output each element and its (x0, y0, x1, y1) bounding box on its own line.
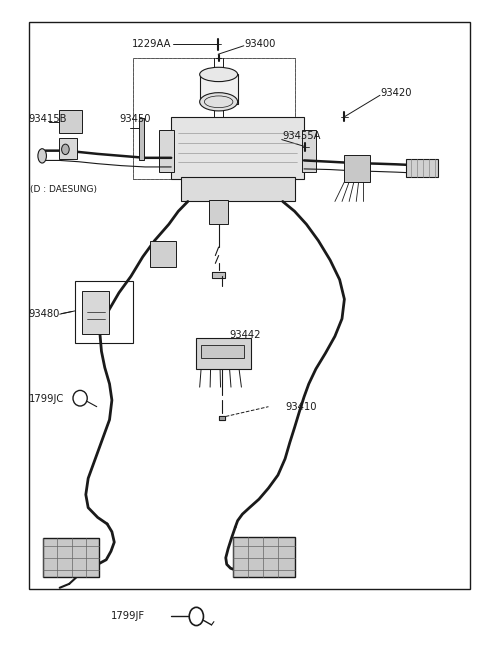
Bar (29, 22, 470, 589)
Bar (200, 74, 238, 104)
Text: 93480: 93480 (29, 309, 60, 319)
Text: 93410: 93410 (285, 401, 317, 412)
Polygon shape (213, 273, 225, 278)
Bar (209, 200, 228, 224)
Bar (159, 130, 174, 172)
Text: 93442: 93442 (229, 330, 261, 340)
Ellipse shape (200, 93, 238, 111)
Polygon shape (219, 416, 225, 420)
Bar (171, 117, 304, 179)
Bar (133, 58, 295, 179)
Bar (59, 138, 77, 159)
Ellipse shape (200, 67, 238, 81)
Text: (D : DAESUNG): (D : DAESUNG) (30, 185, 97, 194)
Ellipse shape (73, 390, 87, 406)
Bar (133, 58, 295, 179)
Text: 1799JC: 1799JC (29, 394, 64, 404)
Text: 1799JF: 1799JF (111, 612, 145, 622)
Text: 93420: 93420 (380, 87, 411, 98)
Bar (233, 537, 295, 578)
Bar (344, 154, 371, 182)
Text: 93400: 93400 (245, 39, 276, 49)
Text: 1229AA: 1229AA (132, 39, 171, 49)
Text: 93415B: 93415B (29, 114, 67, 124)
Bar (59, 110, 82, 133)
Bar (301, 130, 316, 172)
Bar (150, 240, 176, 267)
Bar (83, 291, 108, 334)
Text: 93450: 93450 (119, 114, 151, 124)
Circle shape (61, 144, 69, 154)
Bar (139, 118, 144, 160)
Bar (406, 159, 438, 177)
Ellipse shape (189, 607, 204, 625)
Bar (180, 177, 295, 202)
Text: 93455A: 93455A (283, 131, 321, 141)
Ellipse shape (38, 148, 47, 163)
Bar (201, 346, 244, 359)
Bar (75, 281, 133, 343)
Bar (196, 338, 251, 369)
Bar (43, 538, 99, 578)
